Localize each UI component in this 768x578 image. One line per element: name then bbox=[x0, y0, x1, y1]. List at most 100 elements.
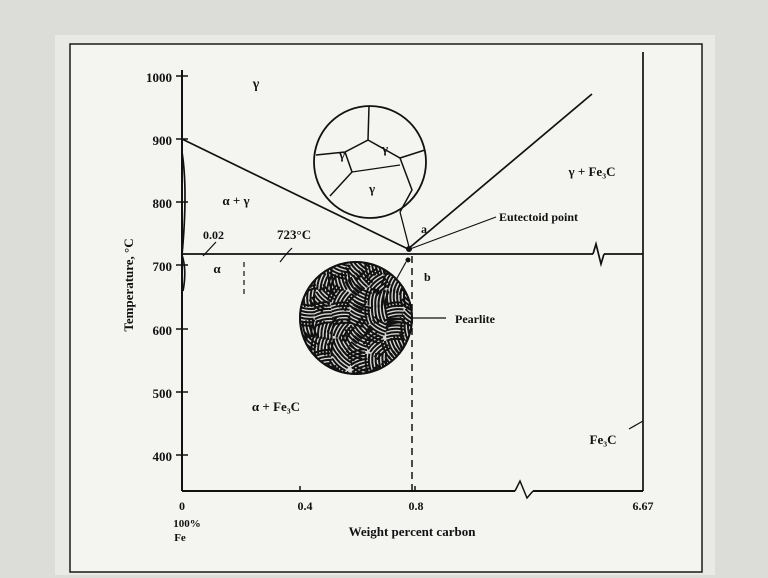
pearlite-lamella bbox=[352, 364, 370, 373]
pearlite-lamella bbox=[371, 353, 376, 372]
pearlite-lamella bbox=[334, 274, 342, 293]
y-tick-label: 800 bbox=[153, 196, 173, 211]
pearlite-lamella bbox=[406, 305, 412, 318]
y-tick-label: 400 bbox=[153, 449, 173, 464]
pearlite-lamella bbox=[369, 339, 385, 353]
pearlite-lamella bbox=[377, 304, 383, 323]
pearlite-lamella bbox=[380, 303, 387, 323]
pearlite-lamella bbox=[346, 264, 362, 278]
pearlite-lamella bbox=[313, 311, 332, 317]
pearlite-lamella bbox=[367, 287, 373, 306]
pearlite-lamella bbox=[351, 361, 369, 370]
x-sub-label-fe: Fe bbox=[174, 532, 186, 544]
pearlite-lamella bbox=[332, 367, 343, 374]
pearlite-lamella bbox=[351, 306, 369, 316]
pearlite-lamella bbox=[364, 334, 380, 348]
pearlite-lamella bbox=[341, 293, 353, 310]
pearlite-lamella bbox=[370, 321, 387, 333]
pearlite-lamella bbox=[371, 318, 389, 330]
pearlite-lamella bbox=[352, 322, 366, 338]
x-ticks bbox=[299, 486, 416, 491]
y-axis-label: Temperature, °C bbox=[121, 238, 136, 331]
phase-label-alpha: α bbox=[213, 261, 221, 276]
pearlite-lamella bbox=[333, 355, 349, 369]
pearlite-lamella bbox=[335, 352, 351, 367]
point-b-label: b bbox=[424, 270, 431, 284]
y-tick-label: 600 bbox=[153, 323, 173, 338]
pearlite-lamella bbox=[331, 357, 346, 372]
pearlite-lamella bbox=[300, 318, 313, 324]
solubility-label: 0.02 bbox=[203, 228, 224, 242]
pearlite-lamella bbox=[349, 276, 363, 292]
eutectoid-temp-label: 723°C bbox=[277, 227, 311, 242]
pearlite-lamella bbox=[327, 276, 335, 295]
pearlite-lamella bbox=[310, 319, 316, 338]
pearlite-lamella bbox=[335, 289, 347, 306]
y-tick-label: 700 bbox=[153, 259, 173, 274]
pearlite-lamella bbox=[367, 262, 373, 277]
pearlite-lamella bbox=[344, 280, 358, 297]
pearlite-lamella bbox=[332, 319, 344, 337]
point-b-marker bbox=[405, 257, 411, 263]
pearlite-lamella bbox=[355, 272, 368, 288]
pearlite-lamella bbox=[331, 304, 350, 310]
y-tick-label: 1000 bbox=[146, 70, 172, 85]
pearlite-lamella bbox=[362, 267, 378, 281]
pearlite-lamella bbox=[351, 338, 369, 349]
pearlite-lamella bbox=[371, 277, 387, 291]
alpha-solvus bbox=[181, 254, 186, 292]
pearlite-lamella bbox=[357, 318, 371, 334]
pearlite-lamella bbox=[369, 275, 385, 289]
a3-line bbox=[181, 138, 409, 250]
pearlite-lamella bbox=[365, 330, 382, 342]
eutectoid-pointer bbox=[409, 216, 497, 250]
phase-boundaries bbox=[181, 52, 644, 491]
phase-label-gamma-fe3c: γ + Fe₃C bbox=[568, 164, 616, 179]
pearlite-lamella bbox=[401, 298, 412, 310]
pearlite-lamella bbox=[344, 266, 359, 281]
pearlite-lamella bbox=[314, 314, 333, 320]
pearlite-label: Pearlite bbox=[455, 312, 496, 326]
phase-label-alpha-fe3c: α + Fe₃C bbox=[252, 399, 300, 414]
pearlite-lamella bbox=[311, 318, 318, 337]
pearlite-lamella bbox=[319, 272, 327, 291]
solubility-pointer bbox=[202, 241, 217, 257]
pearlite-lamella bbox=[385, 327, 405, 332]
y-tick-label: 500 bbox=[153, 386, 173, 401]
pearlite-lamella bbox=[338, 350, 353, 365]
pearlite-lamella bbox=[384, 301, 403, 307]
pearlite-lamella bbox=[331, 311, 351, 316]
pearlite-lamella bbox=[364, 286, 370, 305]
x-axis-break bbox=[514, 479, 534, 500]
pearlite-lamella bbox=[402, 311, 412, 323]
pearlite-lamella bbox=[328, 271, 346, 280]
pearlite-lamella bbox=[347, 278, 360, 295]
pearlite-lamella bbox=[385, 317, 404, 322]
pearlite-lamella bbox=[330, 301, 350, 306]
pearlite-lamella bbox=[326, 316, 338, 333]
pearlite-lamella bbox=[304, 320, 312, 339]
pearlite-lamella bbox=[329, 318, 341, 335]
pearlite-lamella bbox=[347, 326, 361, 343]
x-tick-label: 0.4 bbox=[298, 499, 313, 513]
x-tick-label: 0 bbox=[179, 499, 185, 513]
pearlite-lamella bbox=[362, 331, 378, 345]
pearlite-lamella bbox=[354, 320, 368, 336]
pearlite-lamella bbox=[403, 322, 409, 341]
pearlite-lamella bbox=[308, 319, 315, 338]
pearlite-lamella bbox=[313, 307, 332, 314]
pearlite-lamella bbox=[400, 322, 406, 342]
isotherm-break bbox=[592, 240, 605, 268]
pearlite-lamella bbox=[374, 305, 380, 324]
grain-label: γ bbox=[381, 141, 388, 156]
temp-pointer bbox=[279, 247, 293, 263]
pearlite-lamella bbox=[385, 320, 404, 325]
pearlite-lamella bbox=[349, 262, 364, 276]
pearlite-lamella bbox=[300, 308, 315, 314]
pearlite-lamella bbox=[312, 304, 331, 310]
pearlite-lamella bbox=[364, 353, 369, 373]
pearlite-lamella bbox=[300, 311, 315, 317]
acm-line bbox=[407, 93, 593, 250]
pearlite-lamella bbox=[400, 313, 412, 326]
